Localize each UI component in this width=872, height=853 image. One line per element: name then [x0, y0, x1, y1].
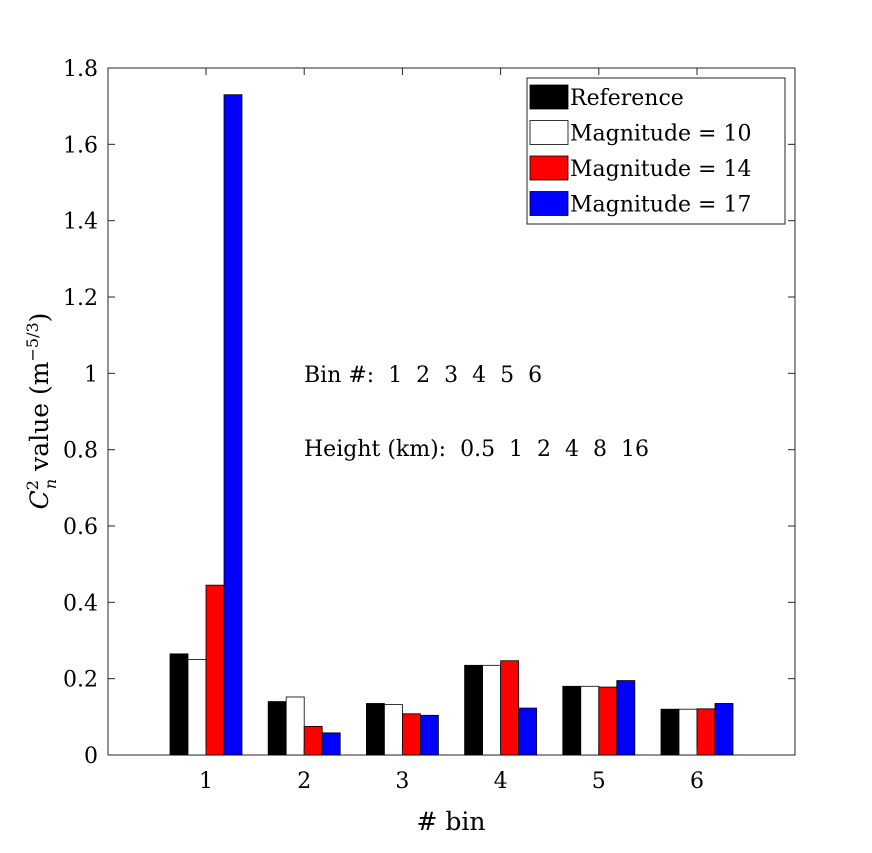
- y-tick-label: 1.8: [63, 57, 98, 82]
- bar-2-bin-6: [678, 708, 698, 756]
- x-tick-label: 1: [199, 769, 213, 794]
- legend-swatch-2: [529, 120, 569, 145]
- legend-label-1: Reference: [570, 86, 684, 111]
- bar-4-bin-1: [223, 94, 243, 756]
- bar-3-bin-5: [598, 686, 618, 756]
- legend-box: [526, 77, 786, 225]
- bar-1-bin-4: [464, 664, 484, 756]
- y-axis-symbol: C: [25, 490, 54, 509]
- bar-1-bin-5: [562, 685, 582, 756]
- y-axis-label: C2n value (m−5/3): [23, 313, 60, 510]
- y-tick-label: 0.4: [63, 591, 98, 616]
- y-tick-label: 1.4: [63, 210, 98, 235]
- y-tick-label: 0.8: [63, 439, 98, 464]
- x-ticks-group: 1 2 3 4 5 6: [199, 68, 704, 794]
- x-tick-label: 5: [592, 769, 606, 794]
- bar-1-bin-6: [660, 708, 680, 756]
- x-tick-label: 6: [690, 769, 704, 794]
- bar-1-bin-2: [267, 701, 287, 756]
- y-axis-subscript: n: [41, 479, 60, 489]
- bar-2-bin-1: [187, 659, 207, 756]
- bar-2-bin-4: [482, 664, 502, 756]
- legend: Reference Magnitude = 10 Magnitude = 14 Mag…: [526, 77, 786, 225]
- bar-1-bin-1: [169, 653, 189, 756]
- bar-4-bin-5: [616, 680, 636, 756]
- x-tick-label: 2: [297, 769, 311, 794]
- legend-swatch-4: [529, 191, 569, 216]
- legend-swatch-3: [529, 155, 569, 181]
- bar-1-bin-3: [365, 703, 385, 756]
- bar-3-bin-3: [401, 713, 421, 756]
- y-axis-close: ): [25, 313, 54, 323]
- legend-label-4: Magnitude = 17: [570, 193, 751, 218]
- x-tick-label: 3: [395, 769, 409, 794]
- y-axis-superscript: 2: [23, 480, 42, 490]
- bar-3-bin-4: [500, 660, 520, 756]
- bar-2-bin-3: [383, 704, 403, 756]
- bar-3-bin-1: [205, 584, 225, 756]
- bar-4-bin-4: [518, 707, 537, 756]
- annotation-bin-numbers: Bin #: 1 2 3 4 5 6: [304, 363, 542, 388]
- y-axis-text: value (m: [25, 361, 54, 479]
- bars-group: [169, 94, 734, 756]
- x-axis-label: # bin: [417, 807, 486, 836]
- y-tick-label: 1.2: [63, 286, 98, 311]
- bar-3-bin-2: [303, 725, 323, 756]
- y-tick-label: 0.6: [63, 515, 98, 540]
- y-axis-unit-superscript: −5/3: [23, 322, 42, 361]
- y-ticks-group: 0 0.2 0.4 0.6 0.8 1 1.2 1.4 1.6 1.8: [63, 57, 795, 769]
- bar-2-bin-2: [285, 696, 305, 756]
- bar-3-bin-6: [696, 708, 716, 756]
- y-tick-label: 1.6: [63, 133, 98, 158]
- legend-label-3: Magnitude = 14: [570, 157, 751, 182]
- bar-2-bin-5: [580, 685, 600, 756]
- legend-swatch-1: [529, 84, 569, 110]
- bar-4-bin-2: [321, 732, 341, 756]
- legend-label-2: Magnitude = 10: [570, 122, 751, 147]
- y-tick-label: 0.2: [63, 668, 98, 693]
- bar-4-bin-3: [419, 714, 439, 756]
- y-tick-label: 1: [84, 362, 98, 387]
- y-tick-label: 0: [84, 744, 98, 769]
- x-tick-label: 4: [494, 769, 508, 794]
- bar-4-bin-6: [714, 703, 734, 756]
- annotation-heights: Height (km): 0.5 1 2 4 8 16: [304, 437, 649, 462]
